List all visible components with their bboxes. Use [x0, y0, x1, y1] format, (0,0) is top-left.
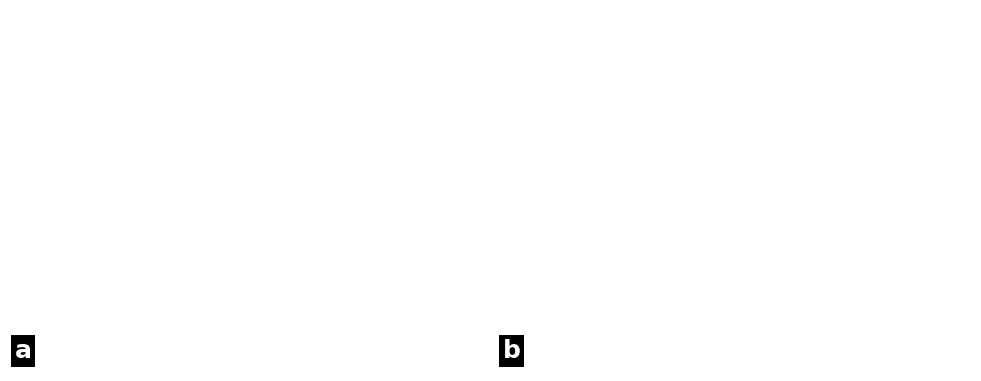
Text: b: b	[502, 339, 521, 363]
Text: a: a	[15, 339, 31, 363]
